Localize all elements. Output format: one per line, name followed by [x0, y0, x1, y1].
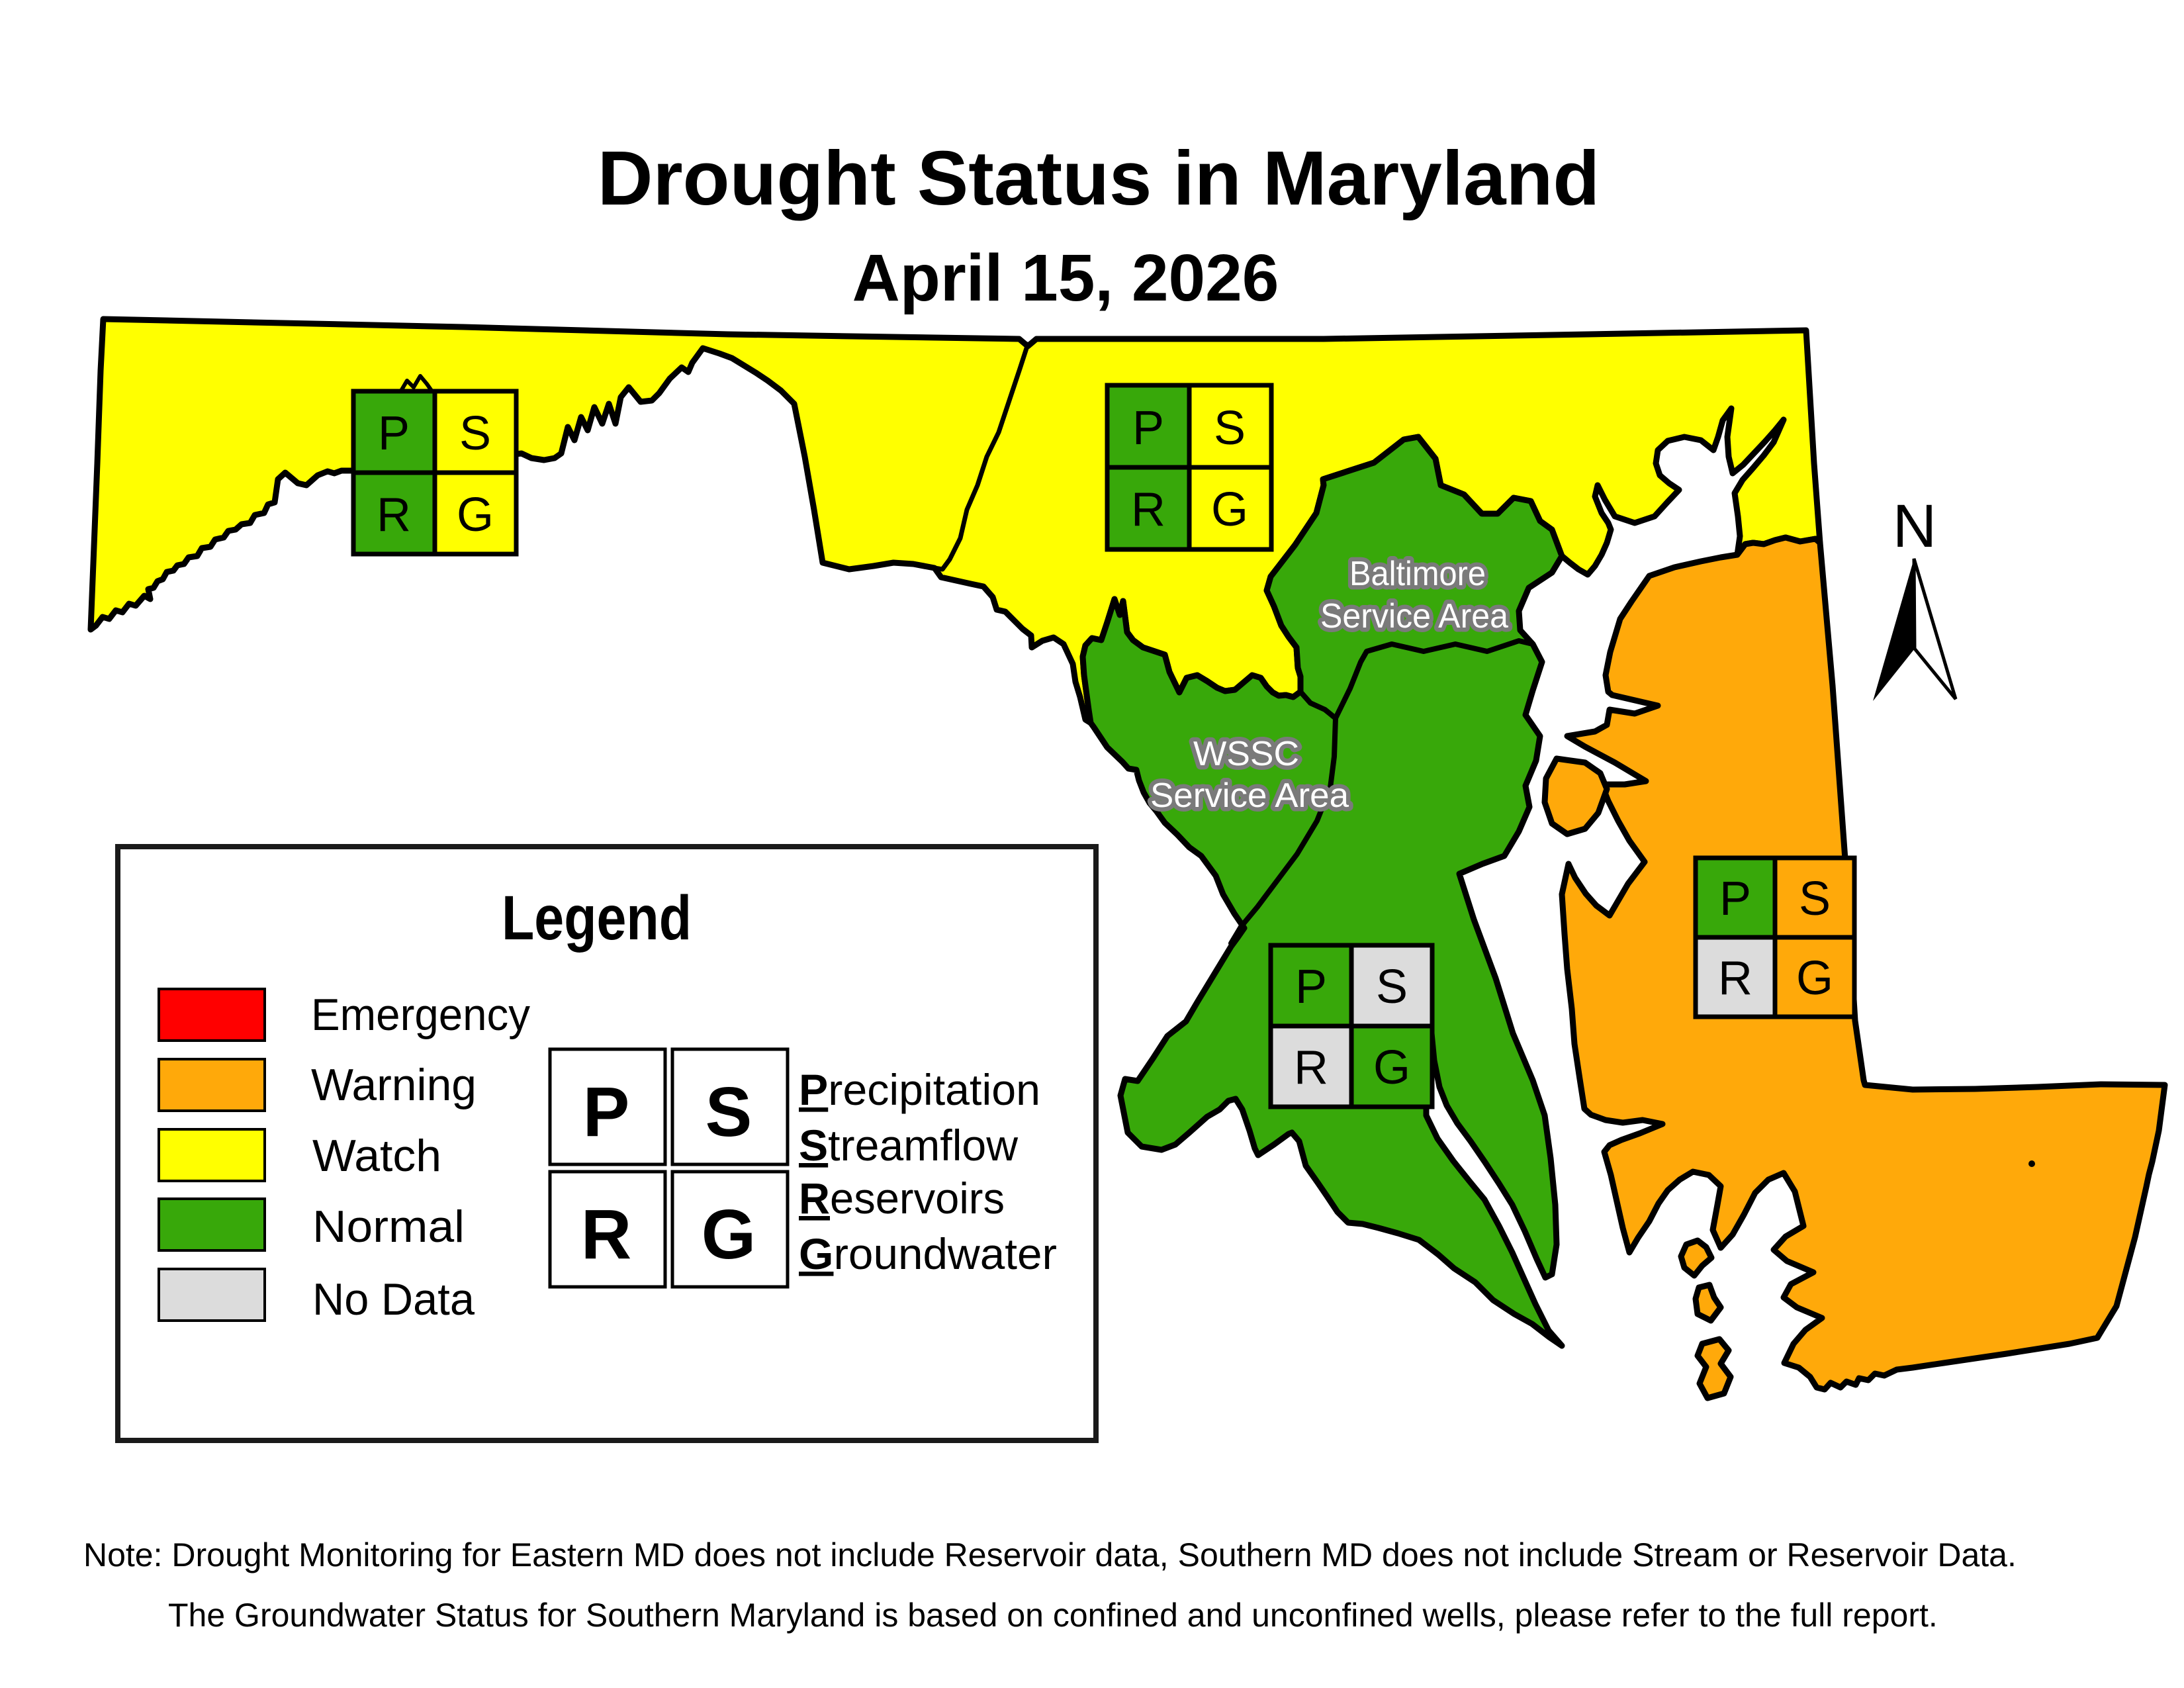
svg-text:S: S: [705, 1073, 752, 1151]
svg-text:Reservoirs: Reservoirs: [799, 1174, 1005, 1223]
svg-text:G: G: [1373, 1041, 1410, 1094]
svg-text:S: S: [1799, 872, 1831, 925]
svg-text:Streamflow: Streamflow: [799, 1121, 1018, 1170]
svg-text:S: S: [1214, 402, 1246, 455]
svg-text:R: R: [1718, 952, 1752, 1005]
svg-text:S: S: [459, 407, 491, 460]
svg-text:R: R: [1131, 483, 1165, 536]
svg-text:Legend: Legend: [502, 883, 692, 953]
svg-text:R: R: [1294, 1041, 1328, 1094]
svg-text:G: G: [457, 489, 494, 541]
svg-text:P: P: [1295, 961, 1327, 1013]
svg-text:P: P: [378, 407, 410, 460]
svg-text:P: P: [1132, 402, 1164, 455]
svg-text:WSSC: WSSC: [1193, 735, 1299, 773]
svg-text:Emergency: Emergency: [311, 990, 530, 1040]
svg-text:R: R: [581, 1196, 632, 1274]
svg-text:R: R: [377, 489, 411, 541]
svg-text:Watch: Watch: [312, 1131, 441, 1181]
svg-text:P: P: [583, 1073, 630, 1151]
svg-text:Service Area: Service Area: [1150, 776, 1349, 815]
svg-text:Warning: Warning: [311, 1060, 477, 1110]
svg-text:April 15, 2026: April 15, 2026: [852, 241, 1279, 315]
svg-text:G: G: [1211, 483, 1248, 536]
svg-text:Drought Status in Maryland: Drought Status in Maryland: [598, 135, 1600, 221]
svg-text:Normal: Normal: [312, 1201, 465, 1252]
svg-text:Precipitation: Precipitation: [799, 1065, 1040, 1114]
svg-text:G: G: [702, 1196, 756, 1274]
svg-text:S: S: [1376, 961, 1408, 1013]
svg-text:The Groundwater Status for Sou: The Groundwater Status for Southern Mary…: [168, 1597, 1938, 1634]
svg-text:P: P: [1719, 872, 1751, 925]
svg-text:Groundwater: Groundwater: [799, 1229, 1057, 1278]
svg-text:Baltimore: Baltimore: [1349, 555, 1486, 593]
svg-text:No Data: No Data: [312, 1274, 475, 1325]
svg-text:Note: Drought Monitoring for E: Note: Drought Monitoring for Eastern MD …: [83, 1536, 2017, 1573]
svg-text:N: N: [1893, 492, 1936, 560]
svg-text:G: G: [1796, 952, 1833, 1005]
svg-text:Service Area: Service Area: [1320, 597, 1508, 635]
